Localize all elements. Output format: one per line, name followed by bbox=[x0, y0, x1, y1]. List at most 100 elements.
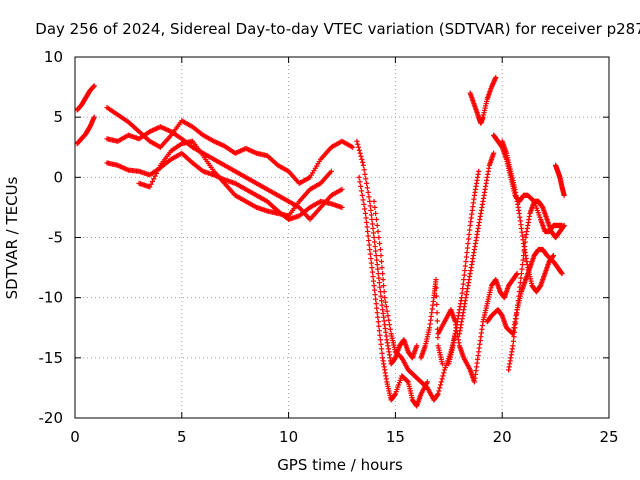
data-point bbox=[371, 283, 377, 289]
data-point bbox=[510, 343, 516, 349]
y-tick-label: 0 bbox=[53, 168, 63, 186]
data-point bbox=[378, 293, 384, 299]
data-point bbox=[493, 74, 499, 81]
data-point bbox=[414, 343, 420, 349]
data-point bbox=[350, 144, 356, 150]
data-point bbox=[519, 261, 526, 268]
data-point bbox=[379, 302, 385, 308]
data-point bbox=[372, 243, 378, 250]
x-tick-label: 15 bbox=[386, 428, 405, 446]
data-point bbox=[559, 271, 565, 277]
data-point bbox=[371, 198, 377, 204]
data-point bbox=[513, 316, 519, 322]
data-point bbox=[461, 277, 467, 283]
data-point bbox=[357, 150, 363, 156]
data-point bbox=[515, 298, 521, 304]
y-axis-label: SDTVAR / TECUs bbox=[3, 176, 21, 299]
data-point bbox=[467, 227, 473, 233]
data-point bbox=[465, 240, 471, 247]
data-point bbox=[339, 186, 345, 192]
data-point bbox=[147, 184, 153, 190]
data-point bbox=[362, 210, 369, 217]
data-point bbox=[367, 246, 373, 253]
data-point bbox=[380, 277, 386, 283]
data-point bbox=[368, 255, 374, 262]
data-point bbox=[463, 258, 469, 265]
data-point bbox=[376, 234, 382, 241]
data-point bbox=[465, 236, 472, 242]
data-point bbox=[437, 382, 444, 388]
data-point bbox=[374, 222, 380, 229]
x-tick-label: 10 bbox=[279, 428, 298, 446]
data-point bbox=[519, 266, 525, 272]
data-point bbox=[357, 179, 363, 185]
data-point bbox=[368, 207, 374, 214]
data-point bbox=[369, 269, 376, 275]
data-point bbox=[356, 147, 362, 153]
data-point bbox=[514, 307, 520, 313]
data-point bbox=[376, 323, 382, 329]
data-point bbox=[379, 350, 385, 356]
data-point bbox=[377, 246, 384, 253]
data-point bbox=[370, 278, 377, 284]
data-point bbox=[374, 257, 380, 263]
data-point bbox=[328, 168, 334, 174]
data-point bbox=[384, 308, 390, 314]
data-point bbox=[156, 165, 162, 171]
data-point bbox=[363, 180, 370, 186]
y-tick-label: 5 bbox=[53, 108, 63, 126]
data-point bbox=[439, 376, 445, 382]
data-point bbox=[463, 254, 470, 260]
data-point bbox=[381, 289, 387, 295]
data-point bbox=[152, 173, 158, 179]
axis-ticks: 0 5 10 15 20 25 10 5 0 -5 -10 -15 -20 bbox=[39, 48, 619, 446]
data-point bbox=[370, 230, 377, 236]
data-point bbox=[375, 319, 381, 325]
data-point bbox=[153, 170, 160, 177]
data-point bbox=[364, 224, 370, 230]
data-point bbox=[461, 272, 467, 278]
data-point bbox=[375, 314, 381, 320]
data-point bbox=[440, 373, 446, 379]
data-point bbox=[355, 144, 362, 150]
data-point bbox=[377, 284, 383, 290]
data-point bbox=[362, 171, 368, 177]
y-tick-label: -20 bbox=[39, 409, 64, 427]
data-point bbox=[459, 290, 465, 296]
data-point bbox=[363, 215, 369, 221]
data-point bbox=[371, 287, 378, 293]
data-point bbox=[460, 281, 466, 287]
data-point bbox=[476, 168, 482, 174]
data-point bbox=[517, 284, 523, 290]
data-point bbox=[434, 318, 440, 324]
data-point bbox=[517, 280, 523, 286]
data-point bbox=[464, 245, 471, 251]
data-point bbox=[512, 325, 518, 331]
data-point bbox=[378, 298, 385, 304]
data-point bbox=[518, 271, 525, 277]
data-point bbox=[386, 317, 392, 323]
data-point bbox=[362, 206, 368, 212]
data-point bbox=[91, 114, 97, 120]
y-tick-label: -15 bbox=[39, 349, 64, 367]
data-point bbox=[550, 252, 557, 259]
data-point bbox=[369, 264, 375, 271]
x-tick-label: 0 bbox=[70, 428, 80, 446]
y-tick-label: -5 bbox=[48, 229, 63, 247]
data-point bbox=[378, 346, 385, 352]
data-point bbox=[441, 370, 447, 376]
data-point bbox=[358, 188, 365, 194]
data-point bbox=[381, 283, 387, 289]
data-point bbox=[367, 203, 373, 209]
data-points bbox=[74, 74, 567, 409]
data-point bbox=[151, 176, 157, 182]
data-point bbox=[377, 332, 383, 338]
data-point bbox=[433, 285, 439, 291]
data-point bbox=[359, 156, 365, 162]
data-point bbox=[365, 228, 371, 235]
data-point bbox=[511, 334, 517, 340]
data-point bbox=[375, 266, 381, 272]
x-tick-label: 20 bbox=[493, 428, 512, 446]
data-point bbox=[358, 183, 364, 189]
